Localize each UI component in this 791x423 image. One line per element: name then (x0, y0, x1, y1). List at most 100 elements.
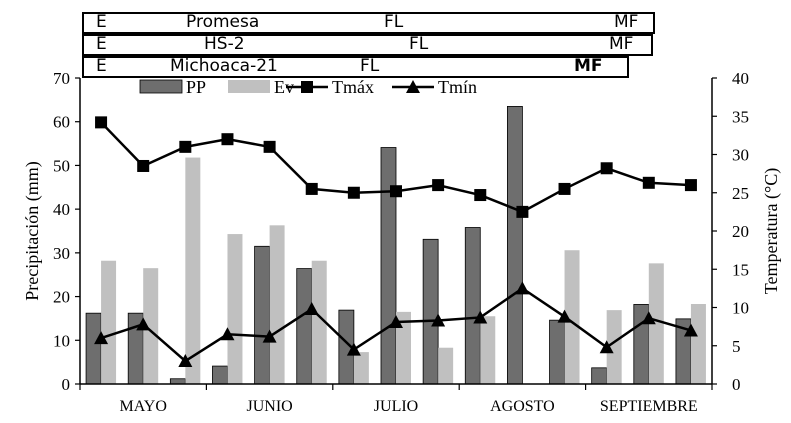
bar-pp (591, 367, 608, 385)
y-tick-label-right: 20 (732, 222, 749, 241)
point-tmin (389, 315, 403, 329)
bar-ev (480, 316, 496, 384)
point-tmin (94, 331, 109, 345)
y-tick-label-right: 15 (732, 260, 749, 279)
point-tmax (305, 182, 318, 195)
point-tmax (347, 186, 360, 199)
phase-start-label: E (96, 12, 107, 32)
y-tick-label-right: 40 (732, 69, 749, 88)
point-tmin (557, 309, 572, 323)
point-tmin (220, 327, 235, 341)
bar-ev (648, 263, 664, 384)
y-tick-label-left: 50 (53, 156, 70, 175)
bar-ev (396, 311, 411, 384)
phase-bar-hs2: E HS-2 FL MF (82, 34, 653, 56)
bar-ev (185, 157, 201, 384)
bar-pp (169, 378, 186, 385)
point-tmax (642, 176, 655, 189)
phase-start-label: E (96, 56, 107, 76)
y-tick-label-right: 5 (732, 337, 741, 356)
bar-ev (564, 250, 580, 384)
bar-ev (438, 347, 454, 384)
legend-marker-triangle (406, 80, 420, 93)
x-tick-label-month: JULIO (374, 398, 418, 415)
point-tmin (304, 302, 319, 316)
legend-marker-square (301, 81, 313, 93)
bar-ev (143, 268, 159, 384)
point-tmax (432, 179, 445, 192)
y-axis-left-label: Precipitación (mm) (22, 161, 43, 300)
x-tick-label-month: MAYO (119, 398, 166, 415)
bar-ev (606, 310, 622, 384)
y-tick-label-left: 60 (53, 113, 70, 132)
point-tmin (262, 329, 277, 343)
phase-end-label: MF (574, 56, 603, 76)
bar-pp (422, 238, 439, 385)
legend-swatch-ev (228, 80, 270, 93)
legend-label: Tmáx (332, 77, 374, 97)
point-tmin (136, 317, 151, 331)
y-tick-label-left: 20 (53, 288, 70, 307)
phase-mid-label: FL (360, 56, 380, 76)
phase-bar-promesa: E Promesa FL MF (82, 12, 655, 34)
bar-ev (690, 304, 706, 384)
phase-mid-label: FL (409, 34, 429, 54)
bar-ev (311, 260, 327, 384)
phase-variety-label: Promesa (186, 12, 260, 32)
point-tmin (346, 342, 361, 356)
legend-swatch-pp (139, 79, 183, 94)
bar-pp (464, 227, 481, 385)
bar-pp (296, 268, 313, 385)
point-tmax (137, 159, 150, 172)
point-tmin (431, 313, 446, 327)
bar-ev (227, 234, 243, 384)
bar-pp (254, 245, 271, 385)
point-tmin (515, 281, 530, 295)
point-tmax (600, 162, 613, 175)
bar-ev (269, 225, 285, 384)
point-tmin (599, 340, 614, 354)
phase-mid-label: FL (384, 12, 404, 32)
point-tmin (178, 354, 193, 368)
bar-ev (353, 352, 369, 384)
y-tick-label-left: 30 (53, 244, 70, 263)
y-tick-label-left: 0 (62, 375, 71, 394)
point-tmax (221, 133, 234, 146)
y-tick-label-left: 70 (53, 69, 70, 88)
bar-pp (212, 365, 228, 385)
point-tmin (683, 323, 698, 337)
point-tmax (263, 140, 276, 153)
bar-pp (380, 147, 397, 385)
point-tmax (684, 179, 697, 192)
phase-variety-label: Michoaca-21 (170, 56, 278, 76)
bar-pp (85, 312, 102, 385)
legend-label: Tmín (438, 77, 477, 97)
bar-pp (506, 106, 523, 385)
y-tick-label-right: 25 (732, 184, 749, 203)
point-tmin (641, 311, 656, 325)
bar-pp (549, 319, 565, 385)
phase-variety-label: HS-2 (204, 34, 245, 54)
legend-label: Ev (274, 77, 294, 97)
phase-end-label: MF (609, 34, 634, 54)
y-tick-label-left: 10 (53, 331, 70, 350)
y-tick-label-right: 30 (732, 146, 749, 165)
x-tick-label-month: JUNIO (246, 398, 292, 415)
phase-start-label: E (96, 34, 107, 54)
bar-ev (101, 260, 117, 384)
point-tmax (558, 182, 571, 195)
point-tmax (474, 189, 487, 202)
y-tick-label-right: 35 (732, 107, 749, 126)
point-tmax (516, 205, 529, 218)
x-tick-label-month: AGOSTO (490, 398, 555, 415)
point-tmax (95, 116, 108, 129)
point-tmax (390, 185, 402, 198)
phase-bar-michoaca21: E Michoaca-21 FL MF (82, 56, 629, 78)
phase-end-label: MF (614, 12, 639, 32)
y-axis-right-label: Temperatura (°C) (761, 168, 782, 294)
y-tick-label-left: 40 (53, 200, 70, 219)
x-tick-label-month: SEPTIEMBRE (600, 398, 698, 415)
y-tick-label-right: 0 (732, 375, 741, 394)
point-tmax (179, 140, 192, 153)
